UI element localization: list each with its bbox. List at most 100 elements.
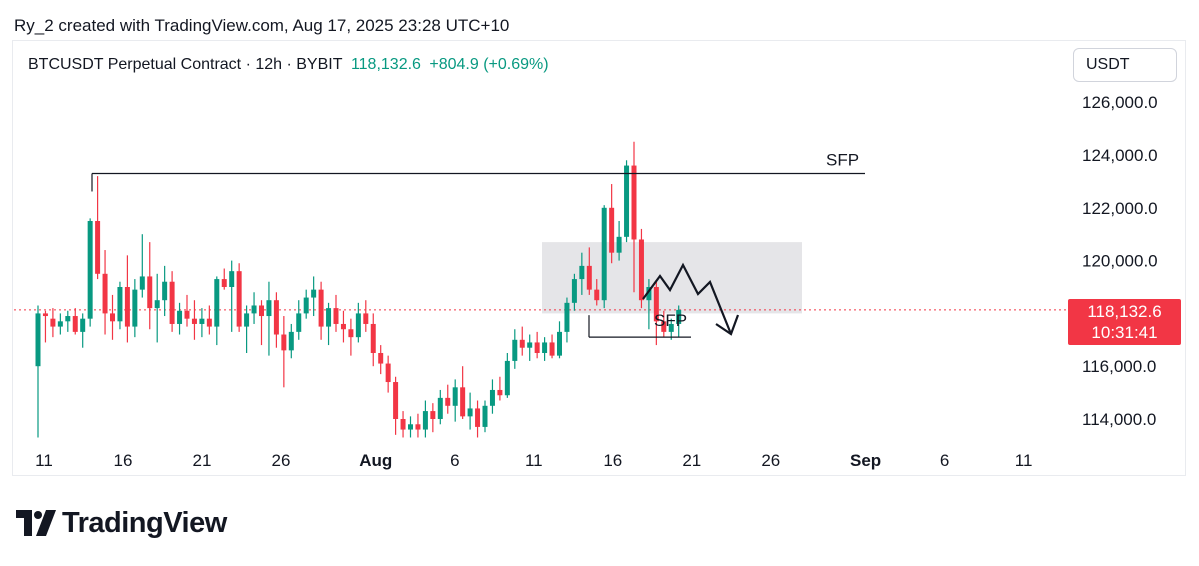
candle-body	[72, 316, 78, 332]
candle-body	[460, 387, 466, 417]
candle-body	[42, 313, 48, 317]
candle	[169, 271, 175, 332]
candle-body	[452, 387, 458, 406]
candle	[676, 305, 682, 338]
candle-body	[259, 305, 264, 317]
candle	[191, 300, 197, 340]
candle-body	[333, 308, 339, 324]
candle-body	[638, 239, 644, 301]
last-price-tag-value: 118,132.6	[1087, 302, 1162, 321]
candle-body	[527, 342, 533, 348]
candle	[668, 318, 674, 340]
candle	[631, 141, 637, 293]
candle	[326, 302, 332, 346]
candle	[80, 313, 86, 348]
candle	[624, 160, 630, 243]
candle	[72, 308, 78, 335]
candle-body	[497, 389, 503, 396]
candle-body	[87, 221, 93, 319]
candle	[646, 279, 652, 330]
candle-body	[326, 308, 332, 327]
candle	[430, 403, 436, 433]
candle-body	[296, 313, 302, 332]
candle-body	[147, 276, 153, 309]
candle	[281, 316, 287, 388]
candle-body	[385, 363, 391, 383]
bar-countdown: 10:31:41	[1091, 323, 1158, 342]
candle	[110, 294, 115, 340]
sfp-low-label: SFP	[654, 311, 687, 330]
candle	[162, 265, 168, 317]
candle	[370, 313, 376, 367]
candle-body	[489, 389, 495, 406]
candle-body	[35, 313, 41, 367]
candle-body	[445, 397, 451, 406]
candle-body	[601, 207, 607, 301]
x-tick-label: Aug	[359, 451, 392, 470]
candle	[385, 355, 391, 393]
candle-body	[266, 300, 272, 317]
candle	[154, 273, 160, 343]
candle	[177, 302, 183, 335]
candle	[87, 218, 93, 327]
candle-body	[50, 318, 56, 327]
candle	[400, 411, 406, 438]
candle	[296, 300, 302, 340]
candle-body	[557, 331, 562, 356]
candle	[214, 276, 220, 346]
candle-body	[110, 313, 115, 322]
x-tick-label: 21	[193, 451, 212, 470]
candle	[199, 308, 205, 338]
symbol-legend: BTCUSDT Perpetual Contract · 12h · BYBIT…	[28, 56, 553, 74]
candle-body	[288, 331, 294, 351]
candle	[244, 305, 250, 353]
candle-body	[467, 408, 473, 417]
candle	[35, 305, 41, 438]
candle	[489, 379, 495, 414]
candle-body	[177, 310, 183, 324]
candle-body	[482, 405, 488, 427]
chart-panel	[12, 40, 1186, 476]
candle	[117, 281, 123, 330]
x-tick-label: 26	[272, 451, 291, 470]
x-tick-label: 6	[940, 451, 949, 470]
candle-body	[676, 309, 682, 324]
candle-body	[102, 273, 108, 314]
x-tick-label: 26	[761, 451, 780, 470]
candle	[124, 255, 130, 343]
y-tick-label: 120,000.0	[1082, 252, 1158, 271]
candle-body	[609, 207, 615, 253]
candle-body	[534, 342, 540, 353]
candle-body	[124, 287, 130, 327]
x-tick-label: 11	[1015, 451, 1033, 470]
y-tick-label: 124,000.0	[1082, 146, 1158, 165]
candle	[594, 279, 600, 306]
candle-body	[169, 281, 175, 324]
candle	[467, 392, 473, 430]
currency-unit-button[interactable]: USDT	[1073, 48, 1177, 82]
candle-body	[340, 323, 346, 330]
candle	[475, 400, 481, 438]
candle	[564, 297, 570, 343]
tradingview-logo[interactable]: TradingView	[16, 506, 227, 540]
last-price-value: 118,132.6	[350, 56, 421, 73]
candle-body	[378, 353, 384, 364]
candle	[348, 318, 354, 356]
candle	[378, 345, 384, 375]
candle-body	[65, 316, 71, 322]
symbol-title: BTCUSDT Perpetual Contract · 12h · BYBIT	[28, 56, 343, 73]
candle	[221, 268, 227, 290]
candle	[311, 276, 317, 317]
candle	[393, 376, 399, 435]
candle-body	[57, 321, 63, 327]
x-tick-label: Sep	[850, 451, 881, 470]
candle-body	[422, 411, 428, 430]
y-tick-label: 122,000.0	[1082, 199, 1158, 218]
candle-body	[236, 271, 242, 327]
candle-body	[355, 313, 361, 338]
candle	[445, 384, 451, 414]
candle	[251, 292, 257, 324]
candle-body	[646, 287, 652, 301]
candle	[534, 331, 540, 359]
